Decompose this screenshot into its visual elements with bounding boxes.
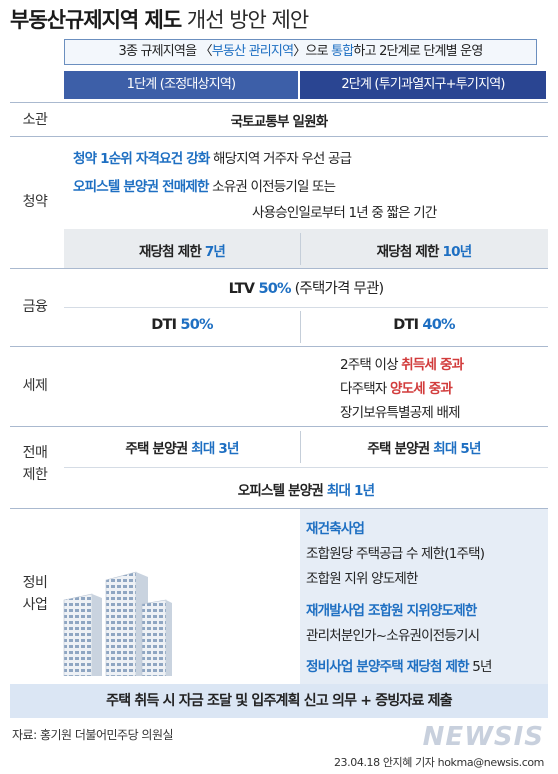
row-label-maintenance-1: 정비 (22, 575, 48, 591)
resale-officetel-value: 최대 1년 (326, 483, 375, 499)
subtitle-highlight: 부동산 관리지역 (211, 44, 294, 59)
watermark-logo: NEWSIS (422, 722, 544, 752)
resale-officetel-prefix: 오피스텔 분양권 (237, 483, 327, 499)
resale-divider (300, 431, 301, 463)
row-resale: 전매 제한 주택 분양권 최대 3년 주택 분양권 최대 5년 오피스텔 분양권… (10, 426, 548, 508)
resale-step2-value: 최대 5년 (433, 441, 481, 457)
maintenance-h3-suffix: 5년 (468, 659, 492, 675)
resale-step1-prefix: 주택 분양권 (125, 441, 192, 457)
tax-line1-highlight: 취득세 중과 (401, 357, 464, 373)
resale-separator (64, 467, 548, 468)
subscription-line2: 오피스텔 분양권 전매제한 소유권 이전등기일 또는 (73, 175, 336, 195)
tax-line1-prefix: 2주택 이상 (340, 357, 402, 373)
subtitle-prefix: 3종 규제지역을 〈 (118, 44, 212, 59)
dti-step2: DTI 40% (300, 317, 548, 333)
rewin-step1-value: 7년 (204, 244, 226, 260)
resale-step1: 주택 분양권 최대 3년 (64, 437, 300, 457)
tax-line2-prefix: 다주택자 (340, 381, 390, 397)
rewin-step1-prefix: 재당첨 제한 (138, 244, 205, 260)
rewin-step2-value: 10년 (442, 244, 473, 260)
finance-divider (300, 311, 301, 343)
row-jurisdiction: 소관 국토교통부 일원화 (10, 102, 548, 136)
rewin-step2-prefix: 재당첨 제한 (376, 244, 443, 260)
subscription-line2-highlight: 오피스텔 분양권 전매제한 (73, 179, 209, 195)
dti-step1-prefix: DTI (151, 317, 181, 333)
rewin-divider (300, 233, 301, 265)
row-maintenance: 정비 사업 재건축사업 조합원당 주택공급 수 제한(1주택) 조합원 지위 양… (10, 508, 548, 685)
row-label-maintenance-2: 사업 (22, 597, 48, 613)
maintenance-h2: 재개발사업 조합원 지위양도제한 (306, 603, 477, 619)
ltv-line: LTV 50% (주택가격 무관) (64, 277, 548, 298)
subscription-line2-rest: 소유권 이전등기일 또는 (208, 179, 336, 195)
finance-separator (64, 307, 548, 308)
jurisdiction-value: 국토교통부 일원화 (230, 114, 329, 130)
maintenance-l1: 조합원당 주택공급 수 제한(1주택) (306, 546, 485, 562)
tax-line1: 2주택 이상 취득세 중과 (340, 353, 464, 373)
subscription-line1: 청약 1순위 자격요건 강화 해당지역 거주자 우선 공급 (73, 147, 352, 167)
apartment-buildings-illustration (63, 571, 172, 676)
row-label-resale-1: 전매 (22, 445, 48, 461)
row-label-resale-2: 제한 (22, 467, 48, 483)
subtitle-mid: 〉으로 (293, 44, 332, 59)
subscription-line3: 사용승인일로부터 1년 중 짧은 기간 (252, 205, 437, 221)
maintenance-l3: 관리처분인가~소유권이전등기시 (306, 628, 480, 644)
row-finance: 금융 LTV 50% (주택가격 무관) DTI 50% DTI 40% (10, 268, 548, 346)
dti-step1: DTI 50% (64, 317, 300, 333)
column-header-step2: 2단계 (투기과열지구+투기지역) (300, 71, 546, 99)
row-label-finance: 금융 (22, 299, 48, 315)
ltv-suffix: (주택가격 무관) (290, 281, 385, 297)
subtitle-suffix: 하고 2단계로 단계별 운영 (353, 44, 483, 59)
page-title: 부동산규제지역 제도 개선 방안 제안 (10, 4, 309, 34)
rewin-band (64, 229, 548, 269)
resale-step1-value: 최대 3년 (191, 441, 239, 457)
ltv-value: 50% (258, 281, 291, 297)
resale-step2-prefix: 주택 분양권 (367, 441, 434, 457)
subscription-line1-highlight: 청약 1순위 자격요건 강화 (73, 151, 210, 167)
row-label-tax: 세제 (22, 378, 48, 394)
footer-band: 주택 취득 시 자금 조달 및 입주계획 신고 의무 + 증빙자료 제출 (10, 684, 548, 718)
row-label-subscription: 청약 (22, 194, 48, 210)
row-label-jurisdiction: 소관 (22, 112, 48, 128)
subtitle-banner: 3종 규제지역을 〈부동산 관리지역〉으로 통합하고 2단계로 단계별 운영 (64, 39, 537, 65)
subtitle-highlight2: 통합 (331, 44, 354, 59)
dti-step1-value: 50% (180, 317, 213, 333)
maintenance-band (300, 509, 548, 685)
dti-step2-prefix: DTI (393, 317, 423, 333)
subscription-line1-rest: 해당지역 거주자 우선 공급 (209, 151, 352, 167)
ltv-prefix: LTV (228, 281, 259, 297)
row-subscription: 청약 청약 1순위 자격요건 강화 해당지역 거주자 우선 공급 오피스텔 분양… (10, 136, 548, 269)
maintenance-l2: 조합원 지위 양도제한 (306, 571, 418, 587)
rewin-step2: 재당첨 제한 10년 (300, 240, 548, 260)
title-bold: 부동산규제지역 제도 (10, 8, 182, 32)
source-note: 자료: 홍기원 더불어민주당 의원실 (12, 728, 174, 742)
maintenance-h3-line: 정비사업 분양주택 재당첨 제한 5년 (306, 655, 492, 675)
row-tax: 세제 2주택 이상 취득세 중과 다주택자 양도세 중과 장기보유특별공제 배제 (10, 346, 548, 426)
dti-step2-value: 40% (422, 317, 455, 333)
resale-officetel: 오피스텔 분양권 최대 1년 (64, 479, 548, 499)
maintenance-h1: 재건축사업 (306, 521, 365, 537)
column-header-step1: 1단계 (조정대상지역) (64, 71, 298, 99)
tax-line2: 다주택자 양도세 중과 (340, 377, 453, 397)
tax-line2-highlight: 양도세 중과 (389, 381, 453, 397)
title-light: 개선 방안 제안 (181, 8, 309, 32)
tax-line3: 장기보유특별공제 배제 (340, 405, 461, 421)
maintenance-h3: 정비사업 분양주택 재당첨 제한 (306, 659, 470, 675)
rewin-step1: 재당첨 제한 7년 (64, 240, 300, 260)
resale-step2: 주택 분양권 최대 5년 (300, 437, 548, 457)
credit-note: 23.04.18 안지혜 기자 hokma@newsis.com (333, 756, 544, 769)
